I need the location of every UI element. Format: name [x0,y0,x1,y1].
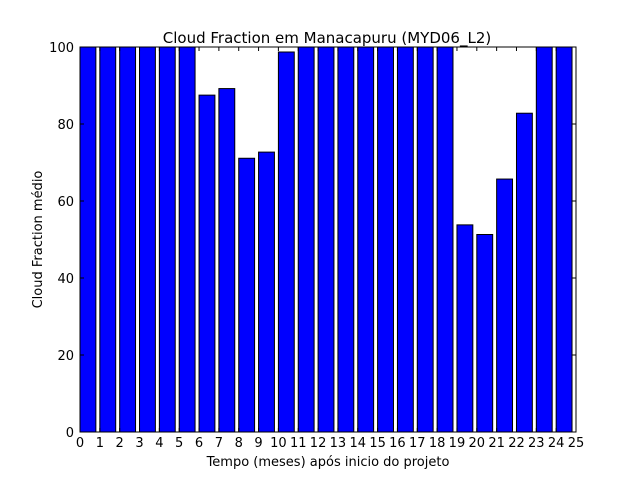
bar-24 [555,46,573,433]
x-tick-label-6: 6 [195,436,203,451]
x-tick-label-19: 19 [449,436,466,451]
x-tick-label-24: 24 [548,436,565,451]
bar-5 [178,46,196,433]
x-tick-label-23: 23 [528,436,545,451]
plot-frame [79,46,577,433]
y-tick-label-80: 80 [57,118,74,133]
bar-14 [357,46,375,433]
chart-title: Cloud Fraction em Manacapuru (MYD06_L2) [163,29,491,48]
x-tick-label-12: 12 [310,436,327,451]
x-tick-label-8: 8 [235,436,243,451]
x-axis-ticks: 0 1 2 3 4 5 6 7 8 9 10 11 12 13 14 15 16 17 18 19 20 21 22 23 24… [76,47,584,451]
bar-2 [119,46,137,433]
y-axis-label: Cloud Fraction médio [31,171,46,309]
x-tick-label-3: 3 [135,436,143,451]
x-tick-label-13: 13 [330,436,347,451]
bar-4 [158,46,176,433]
y-tick-label-100: 100 [49,41,74,56]
bar-7 [218,88,236,433]
bar-13 [337,46,355,433]
x-tick-label-2: 2 [116,436,124,451]
y-tick-label-40: 40 [57,272,74,287]
bar-18 [436,46,454,433]
y-tick-label-0: 0 [66,426,74,441]
bar-1 [99,46,117,433]
x-tick-label-16: 16 [389,436,406,451]
y-axis-ticks: 0 20 40 60 80 100 [49,41,576,441]
x-tick-label-15: 15 [369,436,386,451]
x-tick-label-17: 17 [409,436,426,451]
x-tick-label-20: 20 [469,436,486,451]
bar-6 [198,94,216,433]
bar-8 [238,157,256,433]
bar-21 [496,178,514,433]
bar-17 [416,46,434,433]
bar-22 [515,112,533,433]
x-tick-label-25: 25 [568,436,585,451]
x-tick-label-21: 21 [488,436,505,451]
bar-16 [396,46,414,433]
x-tick-label-11: 11 [290,436,307,451]
y-tick-label-60: 60 [57,195,74,210]
bars-group [79,46,573,433]
x-tick-label-5: 5 [175,436,183,451]
bar-20 [476,233,494,433]
bar-19 [456,224,474,433]
x-tick-label-4: 4 [155,436,163,451]
bar-23 [535,46,553,433]
x-axis-label: Tempo (meses) após inicio do projeto [206,455,450,470]
bar-3 [139,46,156,433]
x-tick-label-22: 22 [508,436,525,451]
bar-12 [317,46,335,433]
x-tick-label-10: 10 [270,436,287,451]
bar-11 [297,46,315,433]
x-tick-label-0: 0 [76,436,84,451]
x-tick-label-18: 18 [429,436,446,451]
y-tick-label-20: 20 [57,349,74,364]
bar-9 [258,151,275,433]
x-tick-label-9: 9 [254,436,262,451]
x-tick-label-1: 1 [96,436,104,451]
bar-15 [377,46,394,433]
x-tick-label-14: 14 [349,436,366,451]
bar-10 [277,51,295,433]
bar-0 [79,46,97,433]
x-tick-label-7: 7 [215,436,223,451]
